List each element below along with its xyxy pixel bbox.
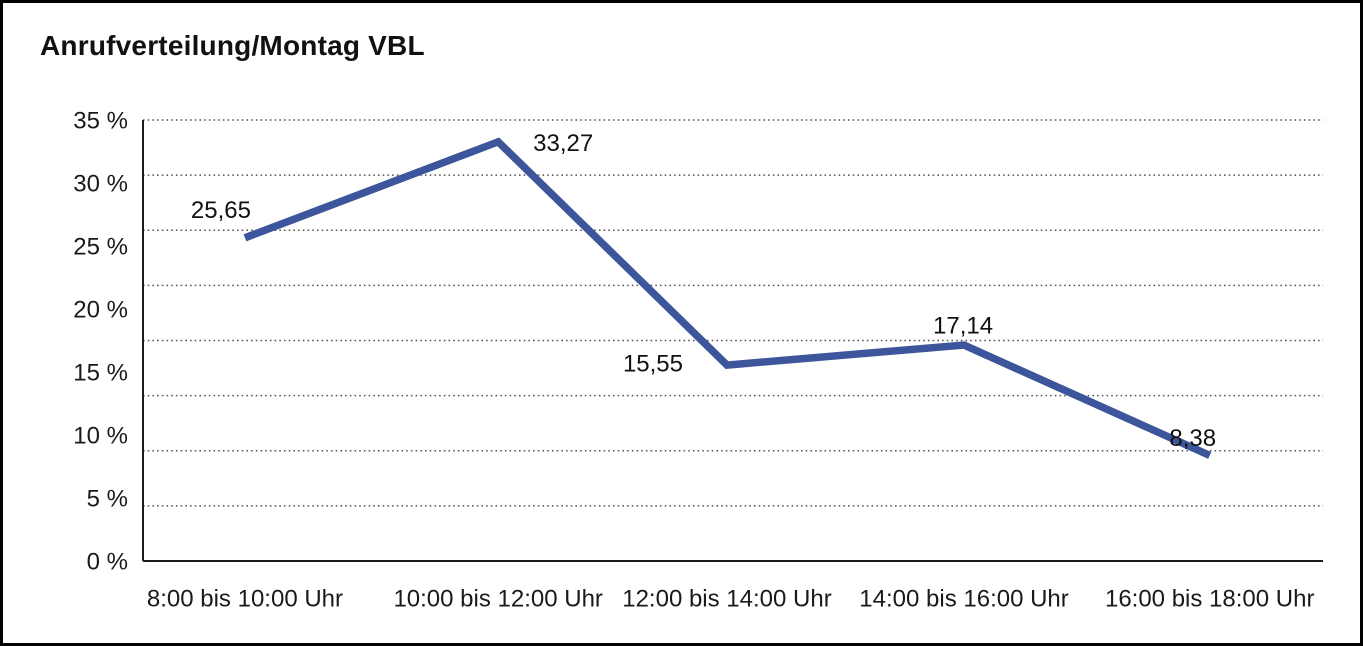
y-axis-labels: 0 % 5 % 10 % 15 % 20 % 25 % 30 % 35 % xyxy=(73,107,128,575)
data-line-series xyxy=(243,137,1212,459)
data-point-value-label: 17,14 xyxy=(933,312,993,339)
chart-title: Anrufverteilung/Montag VBL xyxy=(40,30,425,61)
y-tick-label: 20 % xyxy=(73,296,128,323)
data-point-value-label: 8,38 xyxy=(1169,425,1216,452)
y-tick-label: 15 % xyxy=(73,359,128,386)
gridlines xyxy=(143,119,1323,507)
line-chart: 0 % 5 % 10 % 15 % 20 % 25 % 30 % 35 % 8:00 bis 1… xyxy=(73,107,1323,612)
x-axis-labels: 8:00 bis 10:00 Uhr 10:00 bis 12:00 Uhr 12:… xyxy=(147,585,1315,612)
x-tick-label: 8:00 bis 10:00 Uhr xyxy=(147,585,343,612)
y-tick-label: 30 % xyxy=(73,170,128,197)
y-tick-label: 25 % xyxy=(73,233,128,260)
data-point-value-label: 33,27 xyxy=(533,130,593,157)
y-tick-label: 10 % xyxy=(73,422,128,449)
y-tick-label: 5 % xyxy=(87,485,128,512)
x-tick-label: 12:00 bis 14:00 Uhr xyxy=(622,585,831,612)
y-tick-label: 35 % xyxy=(73,107,128,134)
x-tick-label: 14:00 bis 16:00 Uhr xyxy=(859,585,1068,612)
y-tick-label: 0 % xyxy=(87,548,128,575)
axes xyxy=(142,120,1323,562)
data-point-value-label: 25,65 xyxy=(191,197,251,224)
x-tick-label: 10:00 bis 12:00 Uhr xyxy=(393,585,602,612)
data-point-value-label: 15,55 xyxy=(623,350,683,377)
value-labels: 25,65 33,27 15,55 17,14 8,38 xyxy=(191,130,1216,452)
x-tick-label: 16:00 bis 18:00 Uhr xyxy=(1105,585,1314,612)
